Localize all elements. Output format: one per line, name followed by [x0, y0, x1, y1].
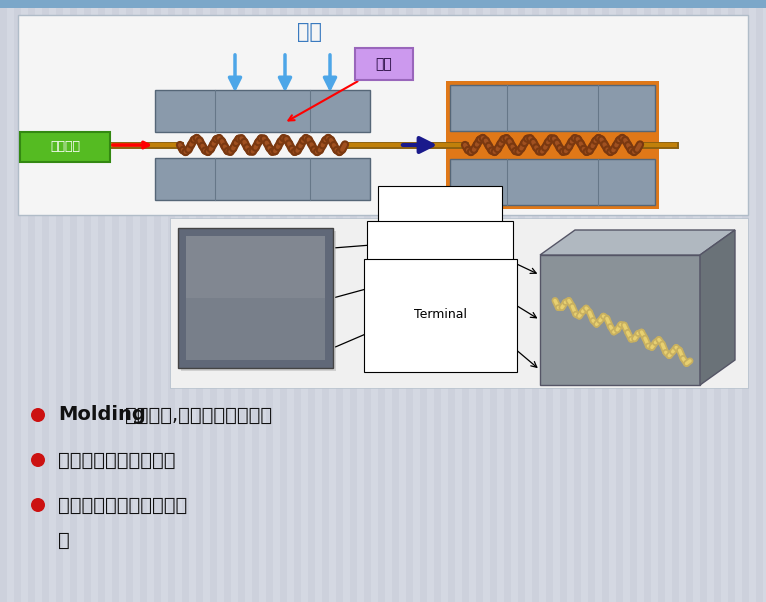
Bar — [28, 8, 35, 602]
Bar — [70, 8, 77, 602]
Circle shape — [31, 498, 45, 512]
Bar — [672, 8, 679, 602]
Text: 络缘粉末: 络缘粉末 — [50, 140, 80, 154]
Text: Terminal: Terminal — [414, 308, 466, 321]
Bar — [700, 8, 707, 602]
Bar — [170, 218, 748, 388]
Bar — [588, 8, 595, 602]
Bar — [728, 8, 735, 602]
Bar — [462, 8, 469, 602]
Bar — [266, 8, 273, 602]
Bar — [224, 8, 231, 602]
Bar — [154, 8, 161, 602]
Bar — [602, 8, 609, 602]
Bar — [168, 8, 175, 602]
Bar — [322, 8, 329, 602]
Bar — [756, 8, 763, 602]
Polygon shape — [540, 230, 735, 255]
Bar — [252, 8, 259, 602]
Bar — [742, 8, 749, 602]
Bar — [336, 8, 343, 602]
Bar — [448, 8, 455, 602]
Bar — [182, 8, 189, 602]
Bar — [196, 8, 203, 602]
Text: 生产技术,最好的屏蔽式结构: 生产技术,最好的屏蔽式结构 — [125, 406, 272, 424]
Bar — [186, 236, 325, 360]
Bar — [630, 8, 637, 602]
Bar — [450, 85, 655, 131]
Text: 独特的磁粉配方及线圈设: 独特的磁粉配方及线圈设 — [58, 495, 187, 515]
Bar — [714, 8, 721, 602]
Text: 磁粉末和线圈结合紧密: 磁粉末和线圈结合紧密 — [58, 450, 175, 470]
Circle shape — [31, 408, 45, 422]
Bar — [140, 8, 147, 602]
Bar — [56, 8, 63, 602]
Bar — [210, 8, 217, 602]
Bar — [378, 8, 385, 602]
Bar — [546, 8, 553, 602]
Bar — [446, 81, 659, 209]
Bar — [84, 8, 91, 602]
Bar — [560, 8, 567, 602]
Bar — [574, 8, 581, 602]
Bar — [186, 236, 325, 298]
Bar — [155, 90, 370, 132]
Bar — [392, 8, 399, 602]
Bar — [42, 8, 49, 602]
Bar — [14, 8, 21, 602]
Bar — [294, 8, 301, 602]
Bar — [280, 8, 287, 602]
Bar — [616, 8, 623, 602]
Bar — [350, 8, 357, 602]
Bar — [450, 160, 655, 205]
Bar — [434, 8, 441, 602]
Bar — [532, 8, 539, 602]
Text: Molding: Molding — [58, 406, 146, 424]
Bar — [98, 8, 105, 602]
Bar — [308, 8, 315, 602]
Bar — [490, 8, 497, 602]
Bar — [644, 8, 651, 602]
Bar — [518, 8, 525, 602]
Circle shape — [31, 453, 45, 467]
Bar — [406, 8, 413, 602]
Bar — [686, 8, 693, 602]
Polygon shape — [540, 255, 700, 385]
Bar — [178, 228, 333, 368]
Bar — [181, 231, 336, 371]
Bar — [20, 132, 110, 162]
Bar — [504, 8, 511, 602]
Bar — [658, 8, 665, 602]
Text: 模压: 模压 — [297, 22, 322, 42]
Bar — [0, 0, 766, 8]
Bar — [18, 15, 748, 215]
Bar — [155, 158, 370, 200]
Bar — [364, 8, 371, 602]
Bar — [355, 48, 413, 80]
Bar — [112, 8, 119, 602]
Text: 线圈: 线圈 — [375, 57, 392, 71]
Text: Coil: Coil — [428, 235, 452, 249]
Bar — [0, 8, 7, 602]
Text: Powder: Powder — [417, 270, 463, 284]
Bar — [126, 8, 133, 602]
Bar — [420, 8, 427, 602]
Polygon shape — [700, 230, 735, 385]
Text: 计: 计 — [58, 530, 70, 550]
Bar — [238, 8, 245, 602]
Bar — [476, 8, 483, 602]
